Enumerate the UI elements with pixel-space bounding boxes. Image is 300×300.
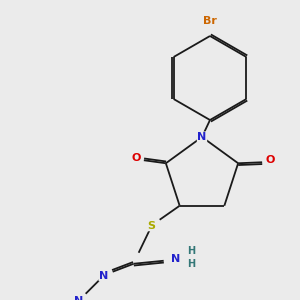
Text: N: N xyxy=(99,271,108,281)
Text: N: N xyxy=(171,254,180,264)
Text: S: S xyxy=(148,221,156,231)
Text: Br: Br xyxy=(203,16,217,26)
Text: O: O xyxy=(266,155,275,165)
Text: H: H xyxy=(188,259,196,269)
Text: O: O xyxy=(131,153,140,163)
Text: H: H xyxy=(188,246,196,256)
Text: N: N xyxy=(197,132,207,142)
Text: N: N xyxy=(74,296,83,300)
